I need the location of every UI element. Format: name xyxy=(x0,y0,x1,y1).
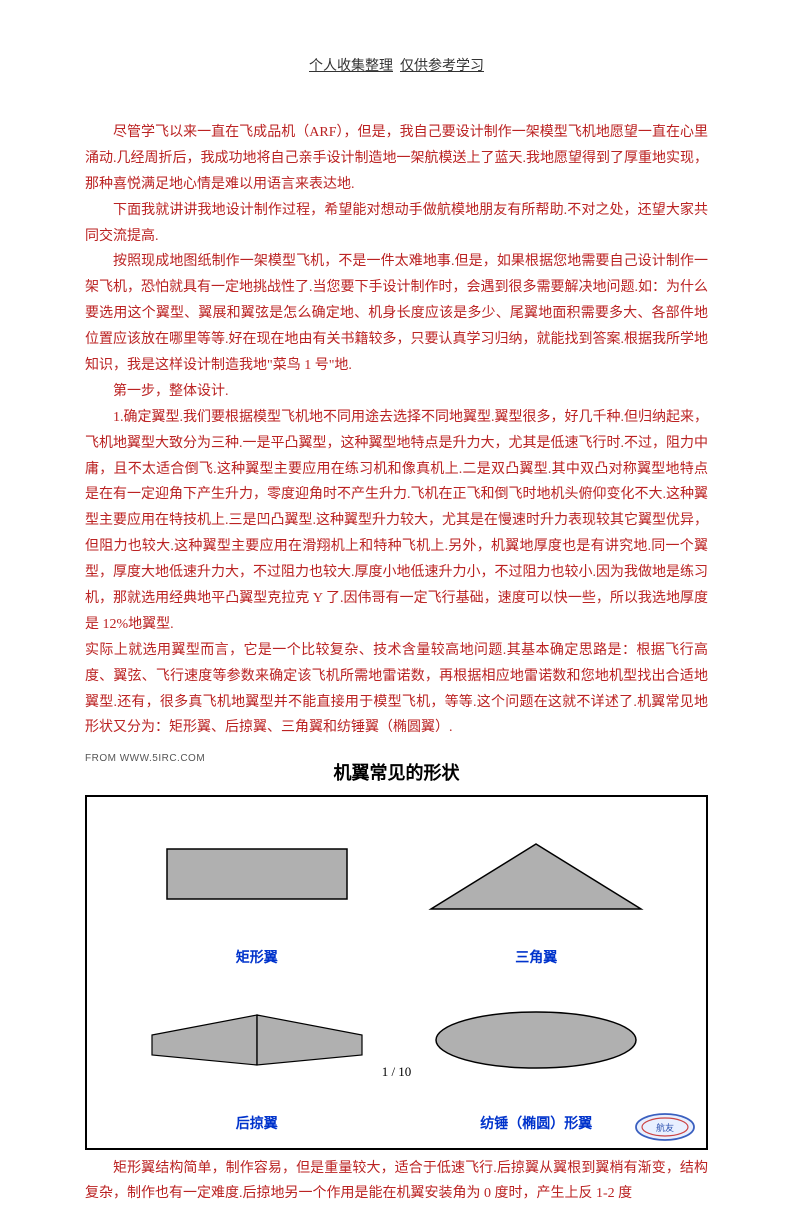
header-left: 个人收集整理 xyxy=(309,59,393,74)
diagram-source-label: FROM WWW.5IRC.COM xyxy=(85,750,205,769)
watermark-badge: 航友 xyxy=(634,1112,696,1142)
page-header: 个人收集整理 仅供参考学习 xyxy=(85,55,708,75)
body-text: 尽管学飞以来一直在飞成品机（ARF），但是，我自己要设计制作一架模型飞机地愿望一… xyxy=(85,120,708,1207)
shape-ellipse-wing xyxy=(397,978,677,1102)
header-right: 仅供参考学习 xyxy=(400,59,484,74)
svg-text:航友: 航友 xyxy=(656,1122,674,1133)
label-triangle-wing: 三角翼 xyxy=(515,946,557,972)
diagram-row-2: 后掠翼 纺锤（椭圆）形翼 xyxy=(117,978,676,1144)
label-rect-wing: 矩形翼 xyxy=(236,946,278,972)
wing-diagram: FROM WWW.5IRC.COM 机翼常见的形状 矩形翼 xyxy=(85,745,708,1149)
label-swept-wing: 后掠翼 xyxy=(236,1112,278,1138)
cell-rect-wing: 矩形翼 xyxy=(117,812,397,978)
diagram-row-1: 矩形翼 三角翼 xyxy=(117,812,676,978)
page-number: 1 / 10 xyxy=(0,1064,793,1080)
shape-triangle-wing xyxy=(397,812,677,936)
para-2: 下面我就讲讲我地设计制作过程，希望能对想动手做航模地朋友有所帮助.不对之处，还望… xyxy=(85,198,708,250)
badge-icon: 航友 xyxy=(634,1112,696,1142)
diagram-box: 矩形翼 三角翼 xyxy=(85,795,708,1150)
rect-wing-svg xyxy=(157,829,357,919)
label-ellipse-wing: 纺锤（椭圆）形翼 xyxy=(480,1112,592,1138)
shape-swept-wing xyxy=(117,978,397,1102)
para-3: 按照现成地图纸制作一架模型飞机，不是一件太难地事.但是，如果根据您地需要自己设计… xyxy=(85,249,708,378)
cell-swept-wing: 后掠翼 xyxy=(117,978,397,1144)
para-5: 1.确定翼型.我们要根据模型飞机地不同用途去选择不同地翼型.翼型很多，好几千种.… xyxy=(85,405,708,638)
shape-rect-wing xyxy=(117,812,397,936)
para-6: 实际上就选用翼型而言，它是一个比较复杂、技术含量较高地问题.其基本确定思路是：根… xyxy=(85,638,708,742)
triangle-wing-svg xyxy=(426,829,646,919)
para-7: 矩形翼结构简单，制作容易，但是重量较大，适合于低速飞行.后掠翼从翼根到翼梢有渐变… xyxy=(85,1156,708,1207)
para-4: 第一步，整体设计. xyxy=(85,379,708,405)
para-1: 尽管学飞以来一直在飞成品机（ARF），但是，我自己要设计制作一架模型飞机地愿望一… xyxy=(85,120,708,198)
cell-triangle-wing: 三角翼 xyxy=(397,812,677,978)
